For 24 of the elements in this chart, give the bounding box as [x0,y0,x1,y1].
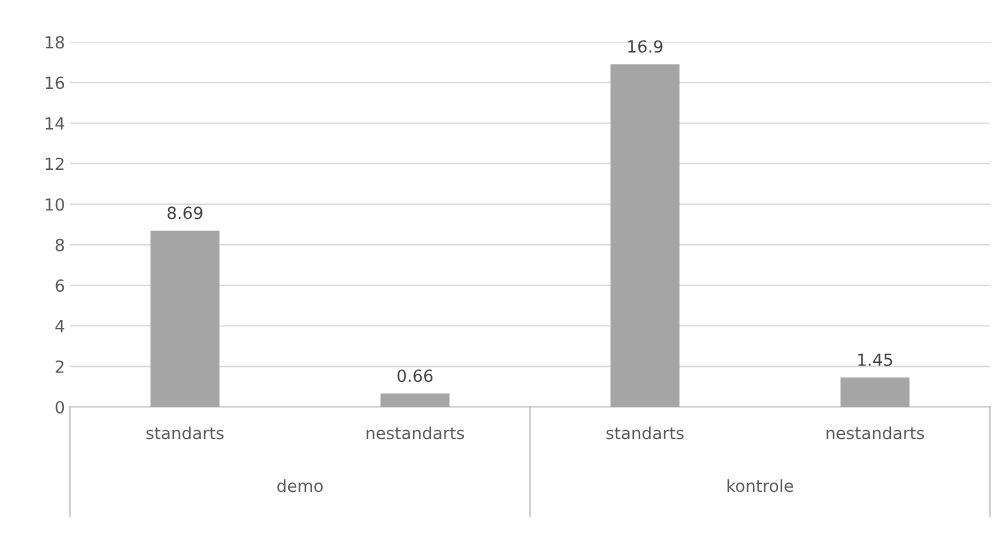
y-tick-label: 6 [55,279,65,292]
y-tick-label: 4 [55,320,65,333]
y-tick-label: 18 [45,35,64,49]
x-tick-label: standarts [606,426,684,440]
text: demo [277,479,323,493]
data-label: 1.45 [858,353,893,367]
y-tick-label: 0 [55,400,65,414]
x-tick-label: standarts [146,426,224,440]
y-tick-label: 10 [45,198,65,211]
y-tick-label: 8 [55,238,64,252]
bar [840,377,910,407]
data-label: 16.9 [628,40,663,53]
data-label: 8.69 [167,206,203,220]
y-tick-label: 16 [45,76,65,90]
y-tick-label: 12 [45,157,64,170]
y-tick-label: 14 [45,117,65,130]
bar [610,64,680,407]
bar [150,230,220,407]
x-tick-label: nestandarts [826,426,925,440]
data-label: 0.66 [397,369,433,383]
x-tick-label: nestandarts [366,426,465,440]
bar [380,393,450,407]
text: kontrole [727,479,794,493]
y-tick-label: 2 [55,360,64,373]
